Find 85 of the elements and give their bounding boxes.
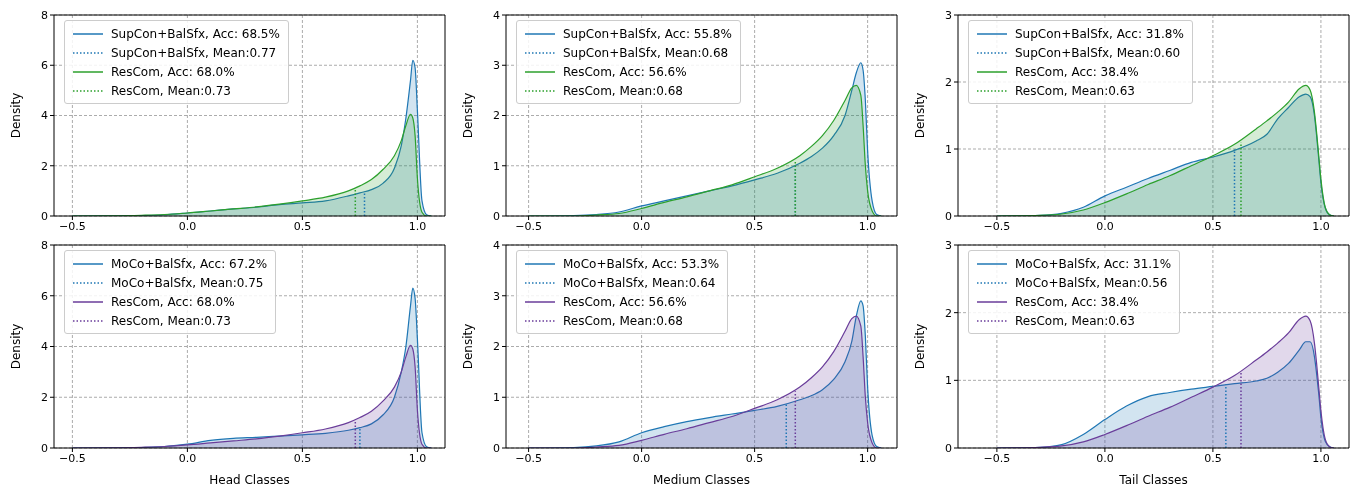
legend-label: MoCo+BalSfx, Mean:0.64: [563, 275, 716, 290]
y-tick-label: 4: [41, 340, 48, 354]
legend-label: MoCo+BalSfx, Acc: 67.2%: [111, 256, 268, 271]
y-tick-label: 3: [493, 289, 500, 303]
y-tick-label: 8: [41, 238, 48, 252]
x-tick-label: 0.5: [293, 219, 312, 233]
x-tick-label: 1.0: [408, 451, 427, 465]
legend-label: ResCom, Acc: 56.6%: [563, 64, 687, 79]
x-tick-label: 0.5: [1204, 219, 1222, 233]
y-tick-label: 4: [493, 8, 500, 22]
legend-label: MoCo+BalSfx, Mean:0.56: [1015, 275, 1168, 290]
x-tick-label: −0.5: [983, 451, 1011, 465]
legend-label: ResCom, Mean:0.73: [111, 83, 231, 98]
y-tick-label: 1: [945, 142, 952, 156]
y-tick-label: 1: [493, 159, 500, 173]
y-tick-label: 4: [493, 238, 500, 252]
legend-label: SupCon+BalSfx, Mean:0.68: [563, 45, 729, 60]
legend-label: MoCo+BalSfx, Acc: 31.1%: [1015, 256, 1172, 271]
y-tick-label: 2: [493, 109, 500, 123]
y-axis-title: Density: [461, 323, 476, 370]
legend-label: ResCom, Acc: 38.4%: [1015, 294, 1139, 309]
x-tick-label: 0.0: [178, 219, 197, 233]
x-tick-label: 1.0: [858, 451, 877, 465]
x-axis-title: Tail Classes: [1118, 473, 1188, 485]
x-tick-label: 0.5: [745, 219, 764, 233]
x-tick-label: 0.0: [632, 451, 651, 465]
legend-label: SupCon+BalSfx, Acc: 68.5%: [111, 26, 280, 41]
legend-label: ResCom, Mean:0.68: [563, 83, 683, 98]
y-tick-label: 1: [493, 391, 500, 405]
legend-label: ResCom, Acc: 68.0%: [111, 294, 235, 309]
y-tick-label: 2: [493, 340, 500, 354]
y-tick-label: 8: [41, 8, 48, 22]
legend-label: ResCom, Acc: 68.0%: [111, 64, 235, 79]
legend-label: SupCon+BalSfx, Acc: 31.8%: [1015, 26, 1184, 41]
x-tick-label: −0.5: [983, 219, 1011, 233]
y-tick-label: 3: [945, 8, 952, 22]
legend-label: ResCom, Mean:0.63: [1015, 83, 1135, 98]
y-tick-label: 0: [41, 209, 48, 223]
x-tick-label: 0.5: [293, 451, 312, 465]
y-tick-label: 0: [41, 441, 48, 455]
y-tick-label: 2: [41, 391, 48, 405]
x-tick-label: 0.5: [1204, 451, 1222, 465]
x-tick-label: −0.5: [59, 451, 86, 465]
legend-label: ResCom, Mean:0.73: [111, 313, 231, 328]
y-axis-title: Density: [9, 323, 24, 370]
x-tick-label: −0.5: [59, 219, 86, 233]
x-tick-label: 0.0: [1096, 451, 1114, 465]
y-tick-label: 0: [945, 441, 952, 455]
y-tick-label: 0: [493, 209, 500, 223]
x-tick-label: 0.0: [1096, 219, 1114, 233]
x-tick-label: 0.5: [745, 451, 764, 465]
y-axis-title: Density: [913, 92, 928, 139]
x-tick-label: −0.5: [515, 219, 542, 233]
x-tick-label: 1.0: [408, 219, 427, 233]
legend-label: SupCon+BalSfx, Mean:0.77: [111, 45, 277, 60]
y-axis-title: Density: [9, 92, 24, 139]
y-tick-label: 6: [41, 289, 48, 303]
y-axis-title: Density: [461, 92, 476, 139]
legend-label: ResCom, Mean:0.68: [563, 313, 683, 328]
y-tick-label: 4: [41, 109, 48, 123]
y-tick-label: 6: [41, 59, 48, 73]
x-axis-title: Medium Classes: [652, 473, 751, 485]
legend-label: MoCo+BalSfx, Acc: 53.3%: [563, 256, 720, 271]
legend-label: ResCom, Acc: 56.6%: [563, 294, 687, 309]
y-tick-label: 0: [945, 209, 952, 223]
x-tick-label: 0.0: [178, 451, 197, 465]
legend-label: ResCom, Acc: 38.4%: [1015, 64, 1139, 79]
y-tick-label: 0: [493, 441, 500, 455]
y-tick-label: 2: [945, 306, 952, 320]
x-axis-title: Head Classes: [209, 473, 290, 485]
y-axis-title: Density: [913, 323, 928, 370]
legend-label: ResCom, Mean:0.63: [1015, 313, 1135, 328]
x-tick-label: 0.0: [632, 219, 651, 233]
y-tick-label: 2: [945, 75, 952, 89]
y-tick-label: 1: [945, 374, 952, 388]
legend-label: MoCo+BalSfx, Mean:0.75: [111, 275, 264, 290]
x-tick-label: −0.5: [515, 451, 542, 465]
x-tick-label: 1.0: [1312, 451, 1330, 465]
y-tick-label: 2: [41, 159, 48, 173]
x-tick-label: 1.0: [858, 219, 877, 233]
legend-label: SupCon+BalSfx, Mean:0.60: [1015, 45, 1181, 60]
x-tick-label: 1.0: [1312, 219, 1330, 233]
y-tick-label: 3: [945, 238, 952, 252]
y-tick-label: 3: [493, 59, 500, 73]
legend-label: SupCon+BalSfx, Acc: 55.8%: [563, 26, 732, 41]
